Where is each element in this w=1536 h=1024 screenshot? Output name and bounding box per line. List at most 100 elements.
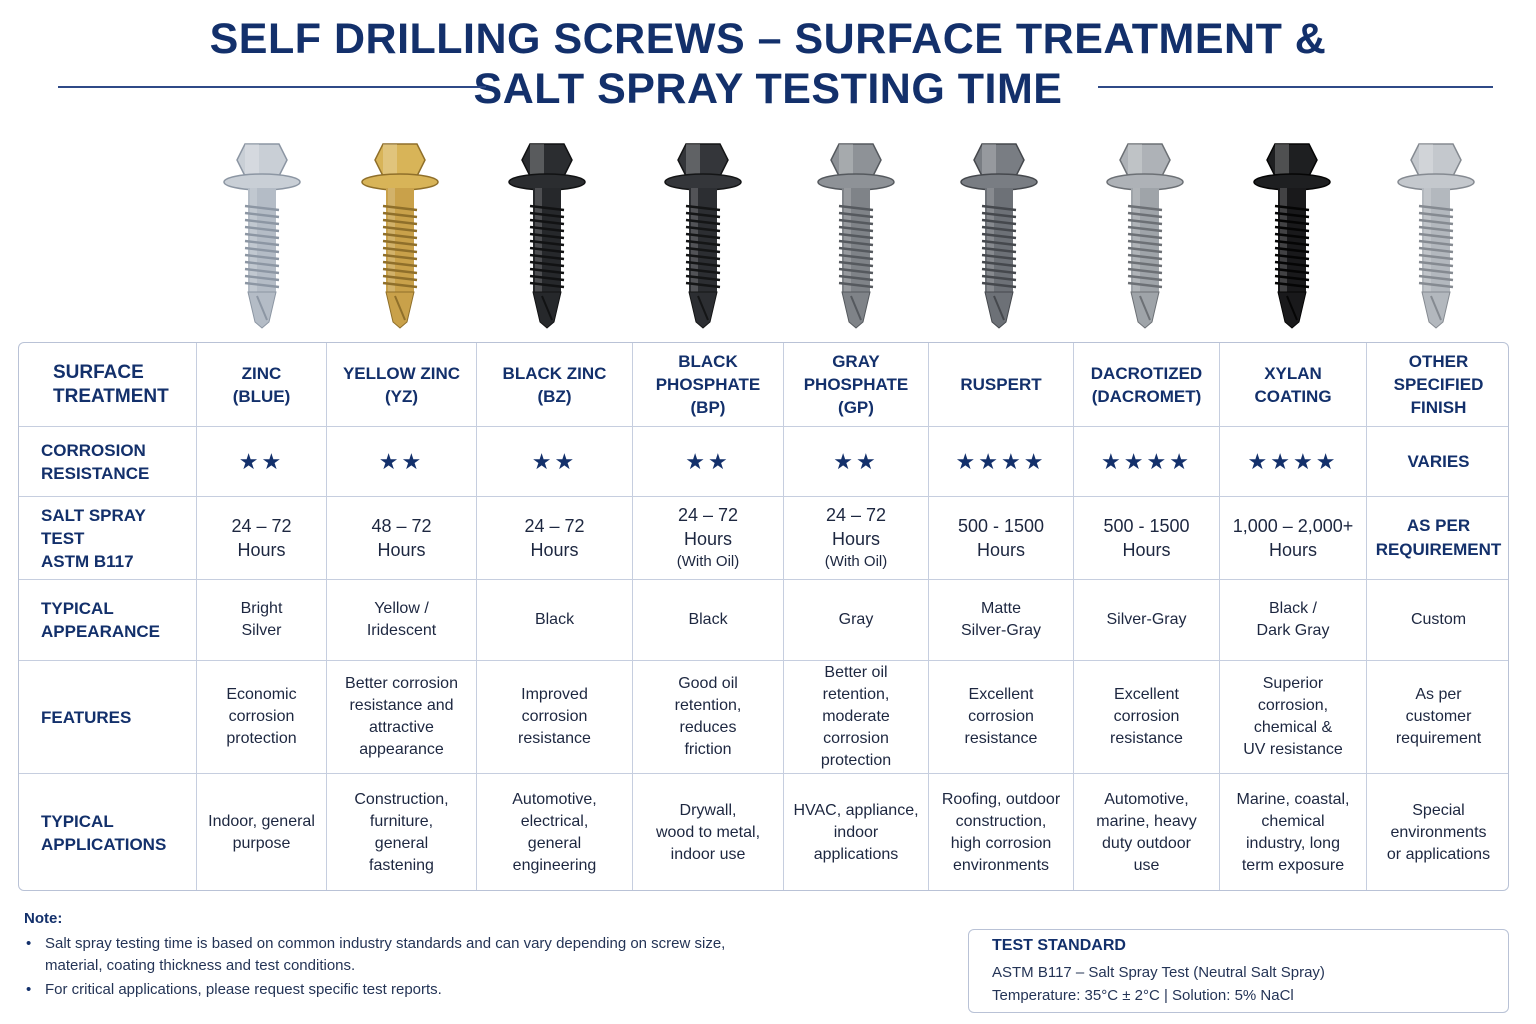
applications-cell: Roofing, outdoor construction, high corr… bbox=[929, 774, 1074, 890]
salt-spray-value: 500 - 1500 Hours bbox=[958, 514, 1044, 562]
salt-spray-hours: 500 - 1500 Hours bbox=[1103, 516, 1190, 560]
table-row-corrosion: CORROSION RESISTANCE ★★ ★★ ★★ ★★ ★★ ★★★★ ★★★★ ★★… bbox=[19, 427, 1508, 497]
appearance-text: Matte Silver-Gray bbox=[960, 600, 1041, 639]
row-label-cell: TYPICAL APPEARANCE bbox=[19, 580, 197, 660]
salt-spray-hours: 500 - 1500 Hours bbox=[957, 516, 1045, 560]
salt-spray-hours: 24 – 72 Hours bbox=[825, 505, 887, 549]
title-divider-right bbox=[1098, 86, 1493, 88]
column-header: ZINC (BLUE) bbox=[197, 343, 327, 426]
applications-text: Drywall, wood to metal, indoor use bbox=[655, 802, 761, 863]
salt-spray-cell: 24 – 72 Hours bbox=[197, 497, 327, 579]
features-cell: Improved corrosion resistance bbox=[477, 661, 633, 773]
column-header: RUSPERT bbox=[929, 343, 1074, 426]
corrosion-rating-cell: ★★★★ bbox=[1074, 427, 1220, 496]
row-label: TYPICAL APPEARANCE bbox=[41, 599, 161, 641]
corrosion-rating-cell: ★★ bbox=[784, 427, 929, 496]
row-label-cell: FEATURES bbox=[19, 661, 197, 773]
column-header: GRAY PHOSPHATE (GP) bbox=[784, 343, 929, 426]
features-cell: Excellent corrosion resistance bbox=[929, 661, 1074, 773]
column-header: BLACK ZINC (BZ) bbox=[477, 343, 633, 426]
title-divider-left bbox=[58, 86, 486, 88]
applications-cell: HVAC, appliance, indoor applications bbox=[784, 774, 929, 890]
features-text: Economic corrosion protection bbox=[226, 686, 297, 747]
corrosion-rating-cell: ★★ bbox=[327, 427, 477, 496]
salt-spray-note: (With Oil) bbox=[824, 553, 888, 570]
applications-cell: Drywall, wood to metal, indoor use bbox=[633, 774, 784, 890]
salt-spray-value: AS PER REQUIREMENT bbox=[1376, 514, 1502, 562]
salt-spray-hours: AS PER REQUIREMENT bbox=[1375, 516, 1502, 559]
column-header: XYLAN COATING bbox=[1220, 343, 1367, 426]
star-rating-icon: ★★ bbox=[531, 448, 578, 474]
salt-spray-hours: 24 – 72 Hours bbox=[524, 516, 585, 560]
applications-text: Indoor, general purpose bbox=[208, 813, 315, 852]
salt-spray-hours: 24 – 72 Hours bbox=[677, 505, 739, 549]
salt-spray-cell: 48 – 72 Hours bbox=[327, 497, 477, 579]
applications-text: Marine, coastal, chemical industry, long… bbox=[1236, 791, 1350, 874]
salt-spray-value: 500 - 1500 Hours bbox=[1103, 514, 1189, 562]
screw-gray-phosphate-image bbox=[811, 138, 901, 330]
applications-cell: Special environments or applications bbox=[1367, 774, 1508, 890]
screw-black-zinc-image bbox=[502, 138, 592, 330]
features-text: Improved corrosion resistance bbox=[518, 686, 591, 747]
features-cell: Better corrosion resistance and attracti… bbox=[327, 661, 477, 773]
features-cell: As per customer requirement bbox=[1367, 661, 1508, 773]
note-list: • Salt spray testing time is based on com… bbox=[24, 933, 824, 1001]
star-rating-icon: ★★ bbox=[238, 448, 285, 474]
features-cell: Superior corrosion, chemical & UV resist… bbox=[1220, 661, 1367, 773]
appearance-cell: Silver-Gray bbox=[1074, 580, 1220, 660]
note-item-text: Salt spray testing time is based on comm… bbox=[45, 935, 726, 974]
note-item: • For critical applications, please reque… bbox=[24, 979, 824, 1001]
page-title-line-1: SELF DRILLING SCREWS – SURFACE TREATMENT… bbox=[209, 15, 1327, 63]
star-rating-icon: ★★ bbox=[378, 448, 425, 474]
column-header-label: OTHER SPECIFIED FINISH bbox=[1393, 352, 1484, 417]
test-standard-line-2: Temperature: 35°C ± 2°C | Solution: 5% N… bbox=[992, 987, 1294, 1004]
salt-spray-value: 24 – 72 Hours (With Oil) bbox=[825, 503, 888, 573]
applications-text: Automotive, electrical, general engineer… bbox=[512, 791, 597, 874]
applications-text: HVAC, appliance, indoor applications bbox=[793, 802, 919, 863]
features-cell: Good oil retention, reduces friction bbox=[633, 661, 784, 773]
row-label: FEATURES bbox=[41, 707, 132, 727]
appearance-cell: Black bbox=[633, 580, 784, 660]
salt-spray-cell: 1,000 – 2,000+ Hours bbox=[1220, 497, 1367, 579]
appearance-cell: Custom bbox=[1367, 580, 1508, 660]
row-label: TYPICAL APPLICATIONS bbox=[41, 812, 167, 854]
surface-treatment-table: SURFACE TREATMENT ZINC (BLUE) YELLOW ZINC … bbox=[18, 342, 1509, 891]
applications-text: Automotive, marine, heavy duty outdoor u… bbox=[1096, 791, 1197, 874]
column-header: YELLOW ZINC (YZ) bbox=[327, 343, 477, 426]
test-standard-title: TEST STANDARD bbox=[992, 937, 1126, 954]
column-header-label: DACROTIZED (DACROMET) bbox=[1090, 363, 1203, 406]
page-title-line-2: SALT SPRAY TESTING TIME bbox=[473, 65, 1063, 113]
screw-ruspert-image bbox=[954, 138, 1044, 330]
page-title: SELF DRILLING SCREWS – SURFACE TREATMENT… bbox=[0, 14, 1536, 114]
column-header-label: BLACK ZINC (BZ) bbox=[502, 363, 607, 406]
column-header: OTHER SPECIFIED FINISH bbox=[1367, 343, 1508, 426]
table-row-salt: SALT SPRAY TEST ASTM B117 24 – 72 Hours 48… bbox=[19, 497, 1508, 580]
table-row-appearance: TYPICAL APPEARANCE Bright Silver Yellow / … bbox=[19, 580, 1508, 661]
appearance-text: Custom bbox=[1410, 611, 1467, 628]
applications-text: Special environments or applications bbox=[1386, 802, 1491, 863]
row-label: SALT SPRAY TEST ASTM B117 bbox=[41, 505, 146, 571]
salt-spray-cell: 24 – 72 Hours (With Oil) bbox=[633, 497, 784, 579]
appearance-cell: Gray bbox=[784, 580, 929, 660]
column-header-label: ZINC (BLUE) bbox=[232, 363, 291, 406]
star-rating-icon: ★★★★ bbox=[1247, 448, 1339, 474]
appearance-cell: Matte Silver-Gray bbox=[929, 580, 1074, 660]
bullet-icon: • bbox=[26, 935, 32, 952]
salt-spray-cell: 24 – 72 Hours (With Oil) bbox=[784, 497, 929, 579]
column-header-label: YELLOW ZINC (YZ) bbox=[342, 363, 461, 406]
screw-zinc-blue-image bbox=[217, 138, 307, 330]
bullet-icon: • bbox=[26, 981, 32, 998]
screw-xylan-image bbox=[1247, 138, 1337, 330]
applications-text: Roofing, outdoor construction, high corr… bbox=[941, 791, 1061, 874]
features-text: Good oil retention, reduces friction bbox=[674, 675, 742, 758]
star-rating-icon: ★★★★ bbox=[955, 448, 1047, 474]
features-text: Superior corrosion, chemical & UV resist… bbox=[1243, 675, 1343, 758]
applications-cell: Automotive, marine, heavy duty outdoor u… bbox=[1074, 774, 1220, 890]
column-header-label: XYLAN COATING bbox=[1254, 363, 1332, 406]
salt-spray-hours: 24 – 72 Hours bbox=[231, 516, 292, 560]
note-title: Note: bbox=[24, 910, 63, 927]
column-header-label: GRAY PHOSPHATE (GP) bbox=[803, 352, 909, 417]
column-header-label: RUSPERT bbox=[960, 375, 1042, 394]
features-text: Better oil retention, moderate corrosion… bbox=[820, 664, 892, 769]
salt-spray-hours: 48 – 72 Hours bbox=[371, 516, 432, 560]
